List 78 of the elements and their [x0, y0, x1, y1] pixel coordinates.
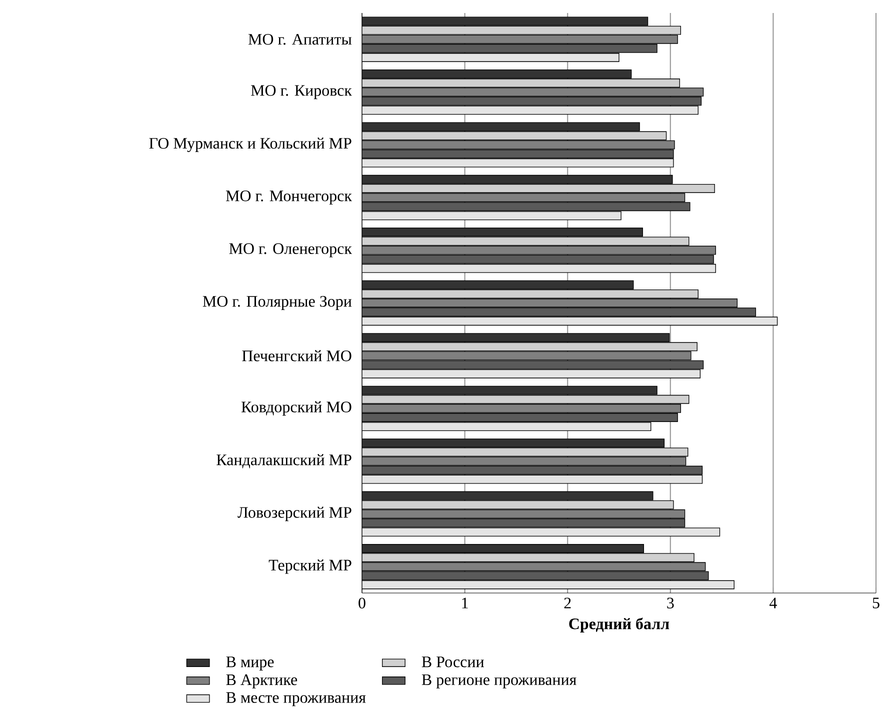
x-tick-label: 5 [872, 598, 880, 608]
bar [362, 466, 703, 475]
y-tick-label: Кандалакшский МР [216, 454, 352, 468]
bar [362, 34, 678, 44]
bar [362, 500, 674, 510]
bar [362, 298, 738, 308]
bar [362, 562, 706, 572]
legend-label: В мире [226, 656, 274, 670]
bar [362, 518, 686, 528]
y-tick-label: МО г. Полярные Зори [202, 296, 352, 310]
y-tick-label: МО г. Апатиты [248, 34, 352, 45]
y-tick-label: Ковдорский МО [241, 401, 352, 416]
bar [362, 211, 622, 220]
y-tick-label: Печенгский МО [242, 350, 352, 362]
bar [362, 174, 673, 184]
bar [362, 88, 704, 97]
bar [362, 228, 643, 237]
x-tick-label: 1 [462, 598, 468, 608]
bar [362, 491, 654, 500]
y-tick-label: МО г. Кировск [250, 85, 352, 100]
bar [362, 422, 652, 432]
bar [362, 289, 698, 298]
bar [362, 158, 674, 168]
y-tick-label: МО г. Мончегорск [226, 190, 352, 205]
bar [362, 96, 702, 106]
bar [362, 360, 704, 370]
bar [362, 308, 756, 317]
x-axis-title: Средний балл [569, 618, 670, 633]
bar [362, 386, 658, 395]
bar [362, 333, 670, 342]
bar [362, 351, 692, 360]
bar [362, 44, 658, 53]
bar [362, 316, 778, 326]
legend-label: В России [422, 656, 484, 668]
bar [362, 509, 686, 518]
bar [362, 580, 734, 590]
x-tick-label: 2 [564, 598, 571, 608]
bar [362, 394, 690, 404]
bar [362, 122, 640, 132]
bar [362, 236, 690, 246]
bar [362, 149, 674, 158]
bar [362, 140, 675, 150]
y-tick-label: Терский МР [268, 559, 352, 574]
legend-label: В регионе проживания [422, 674, 576, 688]
y-tick-label: МО г. Оленегорск [229, 243, 352, 258]
bar [362, 280, 634, 290]
bar [362, 553, 694, 562]
x-tick-label: 4 [770, 598, 777, 608]
bar [362, 544, 644, 553]
bar [362, 131, 667, 140]
legend-label: В месте проживания [226, 692, 366, 706]
bar [362, 571, 709, 580]
bar [362, 193, 686, 202]
x-tick-label: 0 [358, 598, 366, 608]
bar [362, 26, 682, 35]
legend-label: В Арктике [226, 674, 298, 688]
bar [362, 474, 703, 484]
bar [362, 528, 720, 536]
x-tick-label: 3 [667, 598, 674, 608]
bar [362, 106, 698, 115]
bar [362, 246, 716, 255]
bar [362, 53, 620, 62]
bar [362, 254, 714, 264]
bar [362, 342, 698, 352]
bar [362, 369, 701, 378]
bar [362, 413, 678, 422]
bar [362, 448, 688, 457]
bar [362, 16, 648, 26]
bar [362, 69, 632, 78]
bar [362, 202, 690, 212]
y-tick-label: ГО Мурманск и Кольский МР [149, 138, 352, 152]
bar [362, 264, 716, 273]
bar [362, 456, 686, 466]
bar [362, 404, 682, 413]
y-tick-label: Ловозерский МР [238, 506, 352, 522]
bar [362, 78, 680, 88]
bar [362, 184, 715, 193]
bar [362, 438, 665, 448]
